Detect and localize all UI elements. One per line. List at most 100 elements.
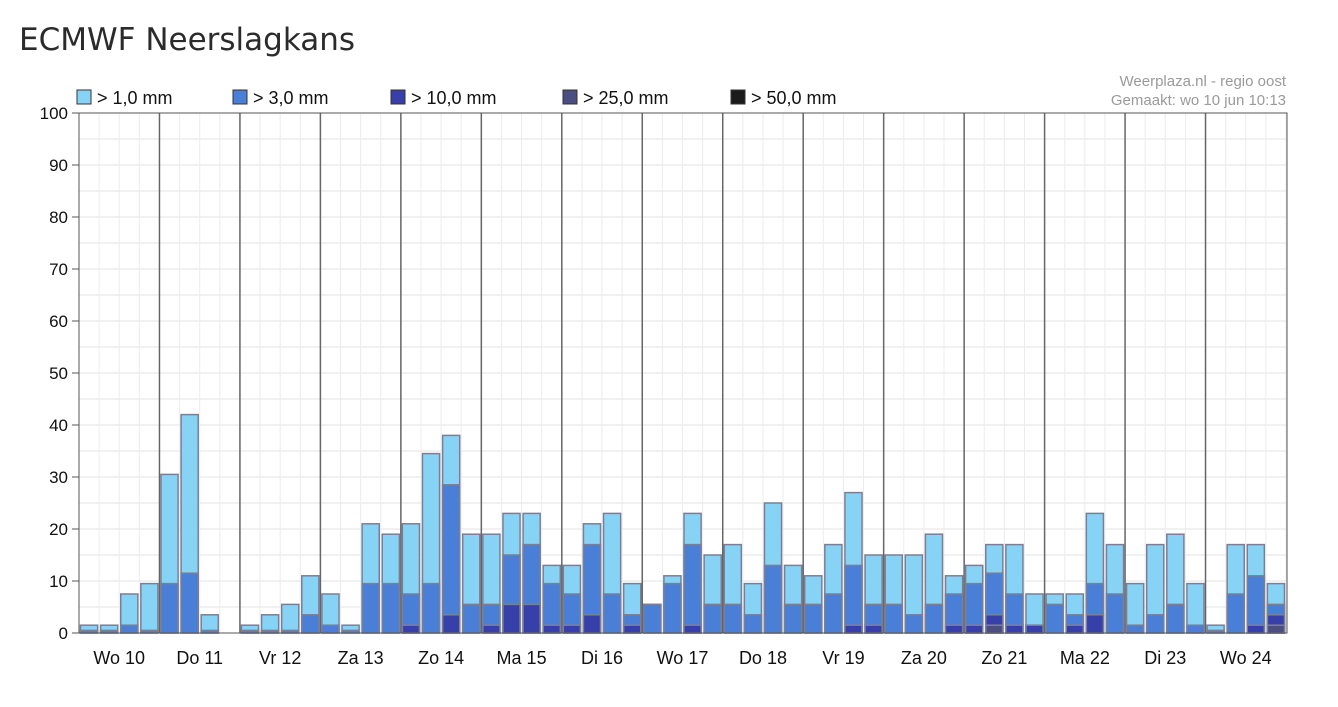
y-tick-label: 40	[49, 416, 68, 435]
bar-2-58	[1246, 575, 1266, 634]
y-tick-label: 20	[49, 520, 68, 539]
bar-3-27	[622, 624, 642, 634]
bar-2-52	[1125, 624, 1145, 634]
bar-2-29	[663, 582, 682, 634]
x-day-label: Do 11	[176, 648, 223, 668]
y-tick-label: 100	[40, 104, 68, 123]
bar-2-19	[461, 603, 481, 634]
bar-3-22	[522, 603, 541, 634]
bar-3-49	[1065, 624, 1085, 634]
legend-swatch	[76, 89, 92, 105]
bar-2-26	[602, 593, 622, 634]
bar-2-14	[361, 582, 380, 634]
bar-3-18	[441, 614, 461, 634]
bar-2-32	[723, 603, 743, 634]
x-day-label: Wo 17	[657, 648, 709, 668]
legend: > 1,0 mm > 3,0 mm > 10,0 mm > 25,0 mm > 50,0…	[76, 88, 837, 108]
y-axis: 0 10 20 30 40 50 60 70 80 90 100	[40, 104, 79, 643]
bar-2-57	[1226, 593, 1246, 634]
legend-item: > 1,0 mm	[76, 88, 173, 108]
bar-2-41	[904, 614, 924, 634]
bar-2-51	[1105, 593, 1125, 634]
bar-3-44	[964, 624, 984, 634]
bar-3-47	[1025, 624, 1044, 634]
bar-2-34	[763, 564, 783, 634]
legend-item: > 3,0 mm	[232, 88, 329, 108]
y-tick-label: 60	[49, 312, 68, 331]
bar-2-38	[844, 564, 863, 634]
bar-2-35	[783, 603, 803, 634]
legend-item: > 10,0 mm	[390, 88, 497, 108]
bar-2-2	[119, 624, 139, 634]
bar-2-53	[1145, 614, 1165, 634]
day-separator-lines	[158, 113, 1207, 633]
bar-2-11	[301, 614, 320, 634]
bar-2-42	[924, 603, 944, 634]
legend-label: > 25,0 mm	[583, 88, 669, 108]
legend-swatch	[562, 89, 578, 105]
x-day-label: Di 16	[581, 648, 623, 668]
bar-2-48	[1045, 603, 1064, 634]
page-title: ECMWF Neerslagkans	[19, 22, 356, 58]
bar-2-15	[381, 582, 401, 634]
bar-3-38	[844, 624, 863, 634]
x-day-label: Di 23	[1144, 648, 1186, 668]
bar-3-46	[1005, 624, 1024, 634]
bar-2-4	[160, 582, 179, 634]
x-day-label: Vr 19	[822, 648, 864, 668]
y-tick-label: 80	[49, 208, 68, 227]
bar-4-59	[1266, 624, 1286, 634]
bar-2-17	[421, 582, 441, 634]
bar-3-23	[542, 624, 562, 634]
x-day-label: Do 18	[739, 648, 787, 668]
legend-item: > 50,0 mm	[730, 88, 837, 108]
legend-swatch	[232, 89, 248, 105]
bar-3-16	[401, 624, 421, 634]
bar-3-21	[502, 603, 521, 634]
bar-2-31	[703, 603, 722, 634]
y-tick-label: 50	[49, 364, 68, 383]
credit-made: Gemaakt: wo 10 jun 10:13	[1111, 92, 1286, 109]
x-day-label: Wo 10	[93, 648, 145, 668]
legend-label: > 1,0 mm	[97, 88, 173, 108]
legend-label: > 10,0 mm	[411, 88, 497, 108]
x-day-label: Wo 24	[1220, 648, 1272, 668]
bar-3-58	[1246, 624, 1266, 634]
bar-2-30	[683, 543, 702, 634]
bar-3-24	[562, 624, 582, 634]
bar-3-43	[944, 624, 964, 634]
legend-label: > 3,0 mm	[253, 88, 329, 108]
bar-2-12	[321, 624, 340, 634]
legend-label: > 50,0 mm	[751, 88, 837, 108]
x-day-label: Ma 22	[1060, 648, 1110, 668]
y-tick-label: 70	[49, 260, 68, 279]
y-tick-label: 30	[49, 468, 68, 487]
x-axis: Wo 10 Do 11 Vr 12 Za 13 Zo 14 Ma 15 Di 16 Wo 17…	[93, 648, 1271, 668]
x-day-label: Zo 14	[418, 648, 464, 668]
y-tick-label: 10	[49, 572, 68, 591]
bar-3-30	[683, 624, 702, 634]
bar-2-28	[643, 603, 662, 634]
y-tick-label: 90	[49, 156, 68, 175]
legend-swatch	[730, 89, 746, 105]
bar-2-36	[803, 603, 823, 634]
credit-source: Weerplaza.nl - regio oost	[1120, 73, 1287, 90]
bar-2-40	[884, 603, 904, 634]
bar-2-33	[743, 614, 763, 634]
bar-2-5	[180, 572, 199, 634]
x-day-label: Vr 12	[259, 648, 301, 668]
bar-2-55	[1186, 624, 1205, 634]
bar-3-25	[582, 614, 602, 634]
bar-2-54	[1166, 603, 1185, 634]
bar-1-10	[280, 603, 300, 634]
x-day-label: Zo 21	[981, 648, 1027, 668]
bar-3-39	[864, 624, 883, 634]
bar-4-45	[984, 624, 1004, 634]
x-day-label: Ma 15	[497, 648, 547, 668]
y-tick-label: 0	[59, 624, 68, 643]
bar-1-3	[140, 582, 159, 634]
bar-2-18	[441, 484, 461, 634]
legend-item: > 25,0 mm	[562, 88, 669, 108]
x-day-label: Za 13	[338, 648, 384, 668]
